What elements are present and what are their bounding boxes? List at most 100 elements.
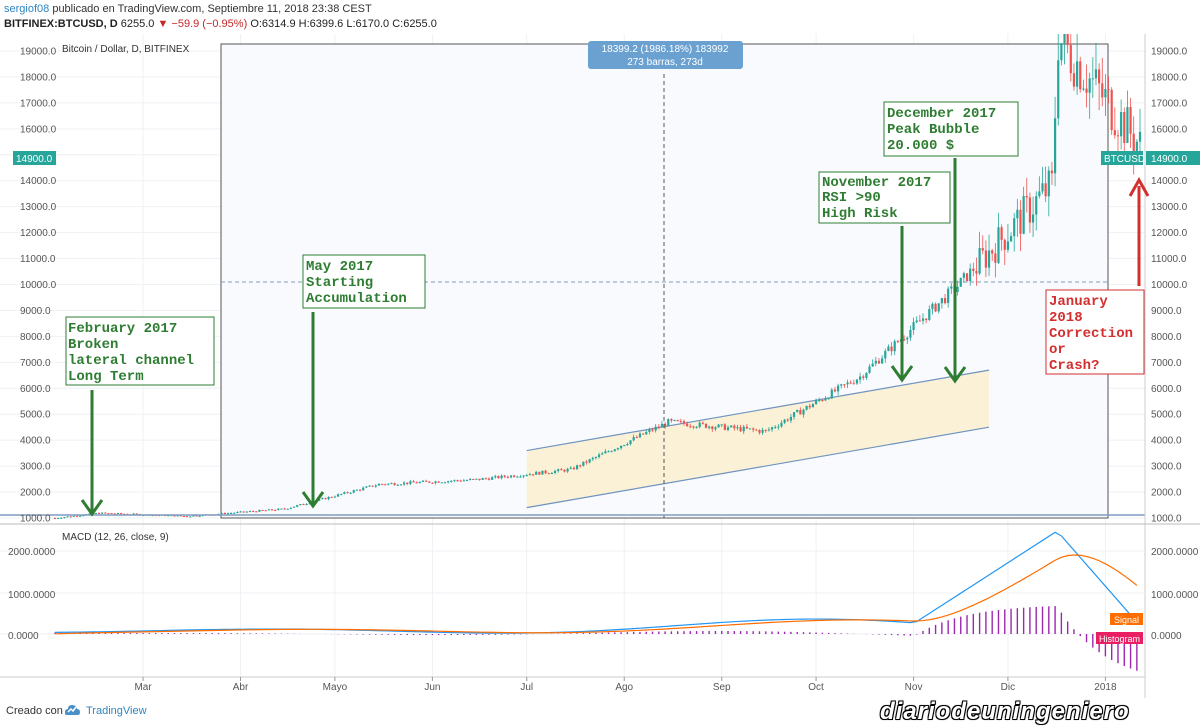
candle-body (544, 470, 547, 474)
symbol-name: BITFINEX:BTCUSD, D (4, 18, 118, 30)
candle-body (349, 492, 352, 494)
candle-body (230, 512, 233, 514)
candle-body (399, 484, 403, 486)
candle-body (711, 426, 714, 430)
macd-title: MACD (12, 26, close, 9) (62, 532, 169, 543)
candle-body (890, 346, 893, 352)
nov-line-2: RSI >90 (822, 190, 881, 206)
candle-body (563, 469, 566, 472)
measure-line2: 273 barras, 273d (627, 57, 703, 68)
candle-body (874, 360, 877, 364)
candle-body (280, 508, 283, 510)
candle-body (1123, 112, 1126, 143)
candle-body (575, 465, 579, 470)
candle-body (821, 400, 824, 402)
candle-body (434, 481, 437, 484)
candle-body (233, 512, 236, 514)
dec-line-2: Peak Bubble (887, 122, 979, 138)
time-tick-label: Oct (808, 682, 824, 693)
candle-body (418, 481, 421, 484)
candle-body (777, 426, 780, 428)
candle-body (277, 508, 280, 511)
time-tick-label: Dic (1001, 682, 1015, 693)
candle-body (943, 298, 947, 304)
jan-line-4: or (1049, 342, 1066, 358)
candle-body (286, 508, 289, 510)
nov-line-3: High Risk (822, 206, 898, 222)
price-axis[interactable]: 1000.0 1000.0 2000.0 2000.0 3000.0 3000.0 4000… (20, 47, 1188, 525)
price-tick-label: 12000.0 (1151, 228, 1188, 239)
candle-body (840, 384, 843, 386)
price-chart[interactable]: 18399.2 (1986.18%) 183992 273 barras, 27… (0, 34, 1200, 698)
candle-body (1016, 209, 1019, 219)
candle-body (450, 480, 453, 482)
candle-body (987, 250, 991, 268)
time-tick-label: Jun (424, 682, 440, 693)
candle-body (934, 303, 937, 312)
candle-body (805, 405, 808, 410)
candle-body (893, 341, 896, 352)
annotation-january-text: January 2018 Correction or Crash? (1049, 294, 1141, 374)
candle-body (1069, 45, 1072, 74)
candle-body (940, 298, 943, 304)
candle-body (535, 471, 538, 475)
price-tick-label-left: 14000.0 (20, 176, 57, 187)
price-label-left-text: 14900.0 (16, 154, 53, 165)
candle-body (1085, 88, 1088, 93)
feb-arrow-head (80, 499, 104, 517)
candle-body (425, 480, 428, 482)
ascending-channel (526, 369, 990, 509)
signal-label-text: Signal (1114, 615, 1139, 625)
candle-body (198, 515, 201, 517)
candle-body (808, 405, 811, 408)
candle-body (1050, 170, 1054, 174)
annotation-may: May 2017 Starting Accumulation (301, 254, 426, 509)
candle-body (591, 457, 594, 460)
price-tick-label: 13000.0 (1151, 202, 1188, 213)
candle-body (585, 461, 588, 463)
jan-line-5: Crash? (1049, 358, 1099, 374)
candle-body (336, 494, 340, 497)
candle-body (1104, 89, 1107, 98)
candle-body (132, 513, 135, 515)
footer: Creado con TradingView diariodeuningenie… (0, 698, 1200, 725)
candle-body (506, 476, 509, 478)
time-axis[interactable]: Mar Abr Mayo Jun Jul Ago Sep Oct Nov Dic 2018 (134, 677, 1117, 693)
macd-tick-2000-left: 2000.0000 (8, 547, 56, 558)
candle-body (66, 516, 69, 518)
candle-body (456, 480, 459, 482)
candle-body (459, 480, 462, 482)
time-tick-label: 2018 (1094, 682, 1117, 693)
annotation-february: February 2017 Broken lateral channel Lon… (65, 316, 215, 517)
tradingview-link[interactable]: TradingView (86, 705, 147, 717)
candle-body (1107, 89, 1110, 91)
candle-body (764, 429, 767, 431)
ohlc-values: O:6314.9 H:6399.6 L:6170.0 C:6255.0 (250, 18, 437, 30)
annotation-december-text: December 2017 Peak Bubble 20.000 $ (887, 106, 1005, 154)
candle-body (607, 451, 610, 453)
candle-body (519, 476, 522, 478)
candle-body (701, 422, 704, 424)
candle-body (981, 247, 984, 251)
measure-tooltip (588, 41, 743, 69)
candle-body (321, 498, 324, 500)
candle-body (528, 474, 531, 476)
macd-tick-2000: 2000.0000 (1151, 547, 1199, 558)
candle-body (1060, 43, 1063, 61)
candle-body (736, 427, 739, 429)
jan-arrow-head (1128, 176, 1150, 197)
candle-body (733, 425, 736, 429)
channel-lower-line (526, 426, 990, 509)
candle-body (481, 478, 484, 480)
signal-label (1110, 613, 1143, 625)
candle-body (343, 492, 346, 494)
price-tick-label-left: 8000.0 (20, 332, 51, 343)
candle-body (358, 489, 362, 491)
time-tick-label: Nov (905, 682, 923, 693)
candle-body (97, 513, 101, 515)
candle-body (761, 429, 764, 433)
candle-body (855, 379, 859, 384)
candle-body (642, 433, 645, 435)
candle-body (110, 513, 113, 515)
author-name[interactable]: sergiof08 (4, 3, 50, 15)
